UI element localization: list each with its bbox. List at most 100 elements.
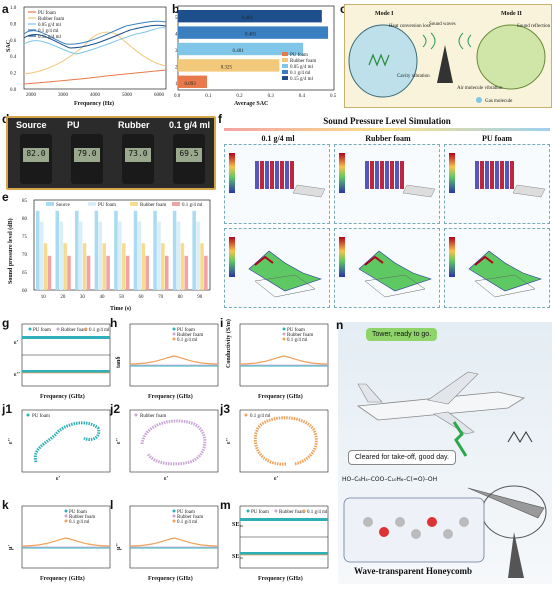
- b-legend-entry: Rubber foam: [290, 59, 316, 64]
- chart-l-ylabel: μ'': [116, 543, 122, 550]
- b-category-label: 2: [175, 65, 178, 70]
- chart-j1-ylabel: ε'': [8, 438, 14, 444]
- chart-m-legend: Rubber foam: [279, 510, 305, 515]
- e-xtick: 80: [178, 295, 184, 300]
- e-xtick: 20: [60, 295, 65, 300]
- e-xtick: 70: [158, 295, 164, 300]
- simulation-panel: Sound Pressure Level Simulation 0.1 g/4 …: [224, 116, 550, 312]
- a-ytick: 0.8: [10, 22, 17, 27]
- mechanism-illustration: Mode I Mode II Heat conversion loss Cavi…: [344, 4, 552, 108]
- e-bar: [63, 243, 67, 290]
- chart-h-legend: PU foam: [177, 328, 195, 333]
- b-xtick: 0.4: [299, 94, 306, 99]
- chart-k-ylabel: μ': [8, 545, 14, 550]
- b-xtick: 0.2: [236, 94, 243, 99]
- foam-sphere-icon: [476, 24, 546, 90]
- colorbar: [449, 153, 455, 193]
- e-ytick: 70: [22, 253, 28, 258]
- a-xtick: 6000: [154, 93, 165, 98]
- e-legend-entry: Rubber foam: [140, 203, 166, 208]
- gas-molecule-label: Gas molecule: [485, 99, 513, 104]
- a-legend-entry: 0.05 g/4 ml: [38, 23, 62, 28]
- b-xtick: 0.1: [205, 94, 212, 99]
- chart-b-xlabel: Average SAC: [234, 101, 268, 107]
- e-bar: [122, 243, 126, 290]
- gas-molecule-icon: [476, 97, 482, 103]
- chart-g-legend: Rubber foam: [61, 328, 87, 333]
- meter-reading: 69.5: [176, 148, 202, 162]
- chart-h-legend: Rubber foam: [177, 333, 203, 338]
- chart-k-legend: Rubber foam: [69, 515, 95, 520]
- e-xtick: 60: [139, 295, 145, 300]
- colorbar: [229, 153, 235, 193]
- chart-i-xlabel: Frequency (GHz): [258, 393, 303, 400]
- chart-j1-xlabel: ε': [56, 476, 61, 482]
- e-legend-entry: 0.1 g/4 ml: [182, 203, 203, 208]
- simulation-title: Sound Pressure Level Simulation: [323, 116, 451, 126]
- e-xtick: 10: [41, 295, 47, 300]
- a-ytick: 0.6: [10, 39, 17, 44]
- airplane-icon: [356, 391, 526, 421]
- e-bar: [82, 243, 87, 290]
- chart-m-legend: 0.1 g/4 ml: [307, 510, 328, 515]
- e-bar: [118, 221, 122, 290]
- e-bar: [172, 210, 177, 290]
- e-bar: [86, 255, 91, 290]
- a-xtick: 4000: [90, 93, 101, 98]
- panel-label-f: f: [218, 112, 222, 126]
- b-category-label: 1: [175, 82, 178, 87]
- colorbar: [229, 237, 235, 277]
- chart-i-legend: PU foam: [287, 328, 305, 333]
- e-xtick: 40: [99, 295, 105, 300]
- honeycomb-caption: Wave-transparent Honeycomb: [353, 566, 473, 576]
- b-xtick: 0.3: [268, 94, 275, 99]
- b-bar: [178, 10, 322, 23]
- b-category-label: 5: [175, 16, 178, 21]
- meter-reading: 73.0: [125, 148, 151, 162]
- panel-label-e: e: [2, 190, 9, 204]
- panel-label-a: a: [2, 2, 9, 16]
- colorbar: [339, 237, 345, 277]
- curve-c015: [23, 24, 167, 49]
- e-xtick: 90: [197, 295, 203, 300]
- chart-k-legend: 0.1 g/4 ml: [69, 520, 90, 525]
- e-bar: [106, 255, 110, 290]
- simulation-cell: [334, 228, 440, 308]
- e-bar: [98, 221, 103, 290]
- chart-i-legend: Rubber foam: [287, 333, 313, 338]
- chart-a-ylabel: SAC: [6, 40, 12, 52]
- panel-label-c: c: [340, 2, 347, 16]
- e-bar: [180, 243, 185, 290]
- panel-label-g: g: [2, 316, 10, 330]
- chart-g-ylabel-top: ε': [14, 340, 19, 346]
- mode-ii-label: Mode II: [501, 11, 522, 17]
- simulation-cell: [224, 228, 330, 308]
- a-legend-entry: 0.1 g/4 ml: [38, 29, 59, 34]
- b-legend-entry: 0.15 g/4 ml: [290, 77, 314, 82]
- meter-reading: 79.0: [74, 148, 100, 162]
- sound-waves-label: Sound waves: [429, 22, 456, 27]
- panel-label-n: n: [336, 318, 344, 332]
- b-legend-entry: 0.1 g/4 ml: [290, 71, 311, 76]
- chart-j1-legend: PU foam: [32, 414, 50, 419]
- e-bar: [157, 221, 161, 290]
- application-illustration: n Tower, ready to go. Cleared for take-o…: [336, 318, 552, 584]
- chart-h-ylabel: tanδ: [116, 357, 122, 368]
- chart-k-xlabel: Frequency (GHz): [40, 575, 85, 582]
- e-bar: [137, 221, 142, 290]
- b-xtick: 0.5: [330, 94, 337, 99]
- b-bar: [178, 59, 280, 72]
- curve-pu-foam: [23, 69, 167, 85]
- chart-a-xlabel: Frequency (Hz): [74, 100, 114, 107]
- e-bar: [94, 210, 99, 290]
- b-bar: [178, 75, 208, 88]
- e-bar: [161, 243, 165, 290]
- sim-col-2-title: Rubber foam: [365, 134, 411, 143]
- chart-j3-xlabel: ε': [274, 476, 279, 482]
- b-category-label: 4: [175, 33, 178, 38]
- a-ytick: 1.0: [10, 6, 17, 11]
- e-bar: [176, 221, 181, 290]
- panel-label-b: b: [172, 2, 180, 16]
- chart-h-legend: 0.1 g/4 ml: [177, 338, 198, 343]
